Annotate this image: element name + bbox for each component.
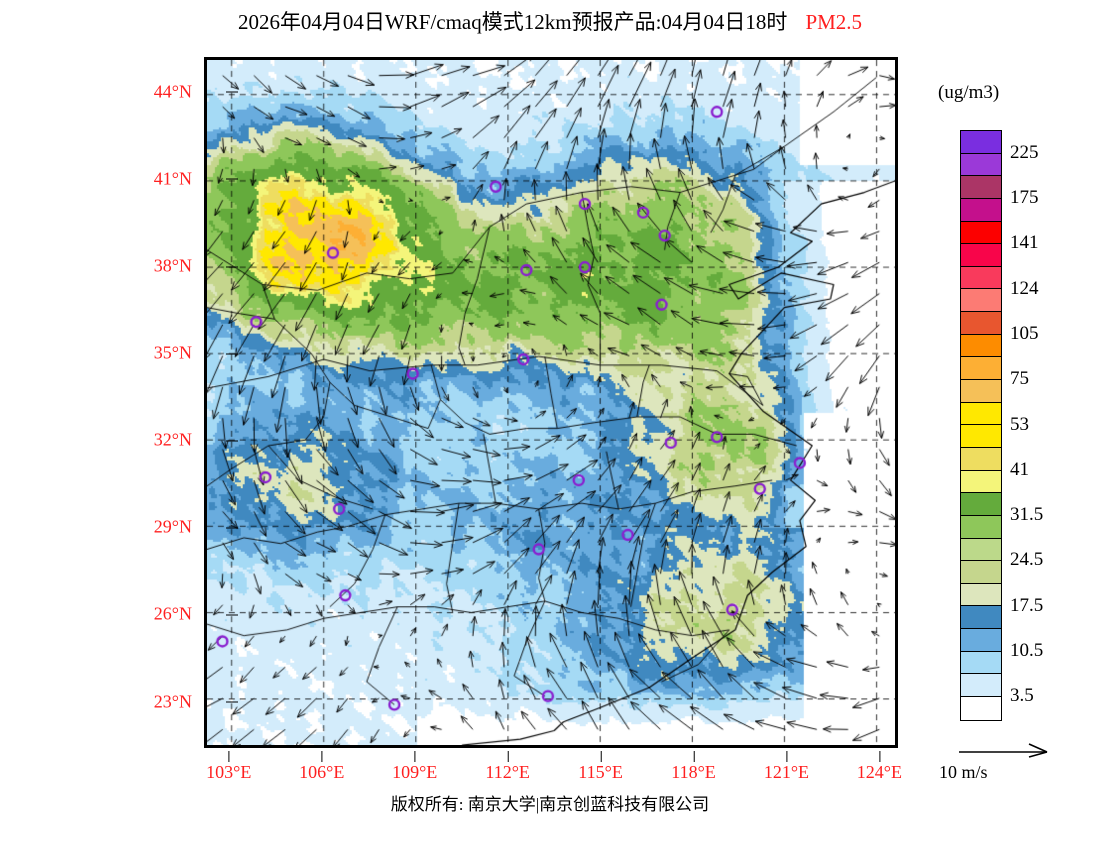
lat-tick-mark [225,614,238,616]
colorbar-tick-label: 175 [1010,186,1039,208]
colorbar-band [961,515,1001,539]
lat-tick-mark [225,701,238,703]
lat-tick-mark [225,266,238,268]
lat-tick-label: 26°N [154,604,238,625]
colorbar-tick-label: 225 [1010,141,1039,163]
colorbar-tick-label: 75 [1010,368,1029,390]
colorbar-band [961,493,1001,516]
colorbar-band [961,674,1001,698]
lon-tick-mark [693,751,695,762]
colorbar-band [961,697,1001,720]
lon-tick-mark [507,751,509,762]
colorbar-unit-label: (ug/m3) [938,82,1000,103]
longitude-axis: 103°E 106°E 109°E 112°E 115°E 118°E 121°E 124°E [204,751,902,788]
colorbar-band [961,221,1001,245]
colorbar-band [961,198,1001,222]
colorbar-band [961,470,1001,494]
lat-tick-label: 35°N [154,343,238,364]
lat-tick-label: 41°N [154,168,238,189]
colorbar-band [961,447,1001,471]
lat-tick-label: 29°N [154,517,238,538]
pm25-concentration-field [207,60,895,745]
lon-tick-mark [879,751,881,762]
colorbar-band [961,583,1001,607]
colorbar-band [961,629,1001,652]
colorbar-tick-label: 3.5 [1010,685,1034,707]
colorbar-band [961,266,1001,290]
lon-tick-label: 103°E [206,751,251,783]
lon-tick-label: 118°E [671,751,716,783]
lon-tick-label: 124°E [857,751,902,783]
colorbar-band [961,131,1001,154]
copyright-footer: 版权所有: 南京大学|南京创蓝科技有限公司 [390,795,710,814]
title-main-text: 2026年04月04日WRF/cmaq模式12km预报产品:04月04日18时 [237,10,788,34]
lon-tick-label: 115°E [578,751,623,783]
lat-tick-label: 38°N [154,256,238,277]
colorbar-band [961,334,1001,358]
forecast-map[interactable] [204,57,898,748]
colorbar-band [961,312,1001,335]
colorbar-band [961,357,1001,381]
colorbar-band [961,380,1001,403]
colorbar-tick-label: 141 [1010,232,1039,254]
title-species-label: PM2.5 [805,10,863,34]
colorbar-band [961,538,1001,562]
colorbar-tick-label: 10.5 [1010,640,1044,662]
latitude-axis: 44°N 41°N 38°N 35°N 32°N 29°N 26°N 23°N [120,57,238,748]
colorbar-tick-label: 124 [1010,277,1039,299]
lat-tick-mark [225,440,238,442]
lon-tick-label: 106°E [299,751,344,783]
lon-tick-mark [321,751,323,762]
colorbar-tick-label: 24.5 [1010,549,1044,571]
lat-tick-label: 32°N [154,430,238,451]
lon-tick-mark [414,751,416,762]
lat-tick-label: 23°N [154,691,238,712]
lon-tick-mark [228,751,230,762]
lat-tick-label: 44°N [154,81,238,102]
wind-arrow-icon [959,743,1048,758]
colorbar-band [961,606,1001,630]
lat-tick-mark [225,527,238,529]
colorbar[interactable] [960,130,1002,721]
colorbar-band [961,425,1001,448]
lon-tick-label: 109°E [392,751,437,783]
colorbar-band [961,153,1001,177]
wind-scale-label: 10 m/s [939,762,988,782]
colorbar-band [961,561,1001,584]
colorbar-band [961,289,1001,313]
colorbar-band [961,651,1001,675]
lat-tick-mark [225,178,238,180]
lat-tick-mark [225,353,238,355]
colorbar-band [961,176,1001,199]
colorbar-band [961,402,1001,426]
colorbar-tick-label: 17.5 [1010,594,1044,616]
wind-vector-scale: 10 m/s [939,740,1085,786]
chart-title: 2026年04月04日WRF/cmaq模式12km预报产品:04月04日18时 … [0,6,1100,36]
lon-tick-label: 121°E [764,751,809,783]
colorbar-tick-label: 105 [1010,322,1039,344]
colorbar-tick-label: 31.5 [1010,504,1044,526]
lon-tick-mark [786,751,788,762]
colorbar-tick-label: 41 [1010,458,1029,480]
colorbar-band [961,244,1001,267]
lon-tick-mark [600,751,602,762]
lon-tick-label: 112°E [485,751,530,783]
colorbar-tick-label: 53 [1010,413,1029,435]
lat-tick-mark [225,91,238,93]
